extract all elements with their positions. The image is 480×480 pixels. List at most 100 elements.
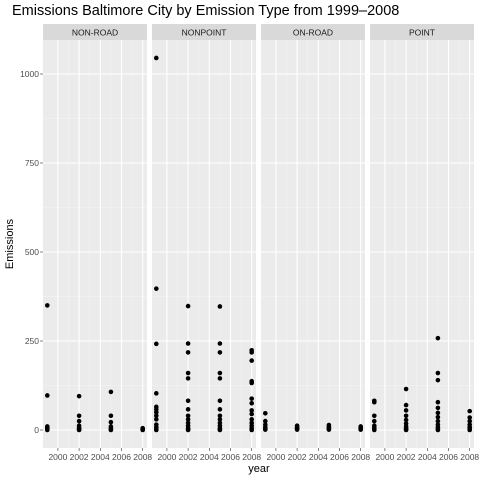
data-point [263,418,268,424]
y-axis-title: Emissions [4,218,16,269]
y-axis: 0 250 500 750 1000 [20,69,43,435]
facet-strip [261,24,365,40]
data-point [76,427,82,433]
facet-strip [43,24,147,40]
facet-panel-point: POINT 2000 2002 2004 2006 2008 [370,24,479,462]
data-point [185,407,191,412]
x-tick-label: 2006 [439,452,458,462]
panel-background [43,40,147,448]
data-point [358,427,364,432]
data-point [435,370,441,376]
x-tick-label: 2004 [200,452,219,462]
data-point [467,418,473,424]
facet-strip-label: NON-ROAD [72,28,118,38]
data-point [403,386,409,392]
data-point [154,341,159,347]
data-point [435,418,441,424]
data-point [154,409,159,415]
data-point [372,418,377,424]
data-point [185,376,191,381]
x-tick-label: 2002 [397,452,416,462]
data-point [435,405,441,411]
data-point [249,396,254,401]
panel-background [261,40,365,448]
data-point [140,427,145,433]
data-point [403,427,409,433]
data-point [372,399,377,405]
data-point [154,55,159,61]
y-tick-label: 0 [34,425,39,435]
data-point [108,413,114,419]
data-point [467,427,473,433]
y-tick-label: 750 [25,158,39,168]
data-point [76,393,82,399]
data-point [372,427,377,433]
data-point [154,286,159,291]
data-point [185,398,191,404]
data-point [249,380,254,386]
data-point [108,419,114,425]
data-point [185,370,191,376]
data-point [403,402,409,408]
data-point [249,358,254,363]
data-point [154,427,159,433]
data-point [185,417,191,422]
data-point [185,341,191,346]
data-point [154,417,159,422]
data-point [108,427,114,433]
x-tick-label: 2006 [112,452,131,462]
data-point [435,414,441,420]
data-point [45,393,50,398]
data-point [294,427,300,432]
data-point [217,413,223,419]
x-tick-label: 2000 [48,452,67,462]
x-tick-label: 2000 [375,452,394,462]
data-point [217,398,223,404]
data-point [263,410,268,416]
data-point [249,411,254,417]
data-point [45,303,50,308]
facet-strip-label: ON-ROAD [293,28,333,38]
x-axis-title: year [248,463,270,475]
data-point [249,401,254,406]
x-tick-label: 2004 [91,452,110,462]
data-point [217,341,223,346]
data-point [76,413,82,419]
x-tick-label: 2002 [70,452,89,462]
data-point [217,417,223,422]
data-point [185,427,191,433]
x-tick-label: 2008 [351,452,370,462]
x-tick-label: 2008 [460,452,479,462]
data-point [435,427,441,433]
data-point [217,350,223,355]
data-point [108,389,114,395]
y-tick-label: 500 [25,247,39,257]
facet-strip [370,24,474,40]
data-point [403,408,409,413]
x-tick-label: 2002 [179,452,198,462]
data-point [154,391,159,396]
facet-panel-nonpoint: NONPOINT 2000 2002 2004 2006 2008 [152,24,261,462]
facet-strip-label: POINT [409,28,435,38]
data-point [217,304,223,309]
data-point [217,370,223,376]
data-point [372,413,377,419]
data-point [185,413,191,419]
x-tick-label: 2006 [330,452,349,462]
data-point [403,413,409,419]
panel-background [152,40,256,448]
facet-panel-on-road: ON-ROAD 2000 2002 2004 2006 2008 [261,24,370,462]
x-tick-label: 2002 [288,452,307,462]
data-point [403,417,409,423]
data-point [217,427,223,433]
data-point [249,408,254,413]
x-tick-label: 2000 [157,452,176,462]
data-point [435,377,441,383]
data-point [45,427,50,433]
data-point [467,415,473,420]
x-tick-label: 2000 [266,452,285,462]
y-tick-label: 250 [25,336,39,346]
panel-background [370,40,474,448]
chart-title: Emissions Baltimore City by Emission Typ… [12,3,399,19]
